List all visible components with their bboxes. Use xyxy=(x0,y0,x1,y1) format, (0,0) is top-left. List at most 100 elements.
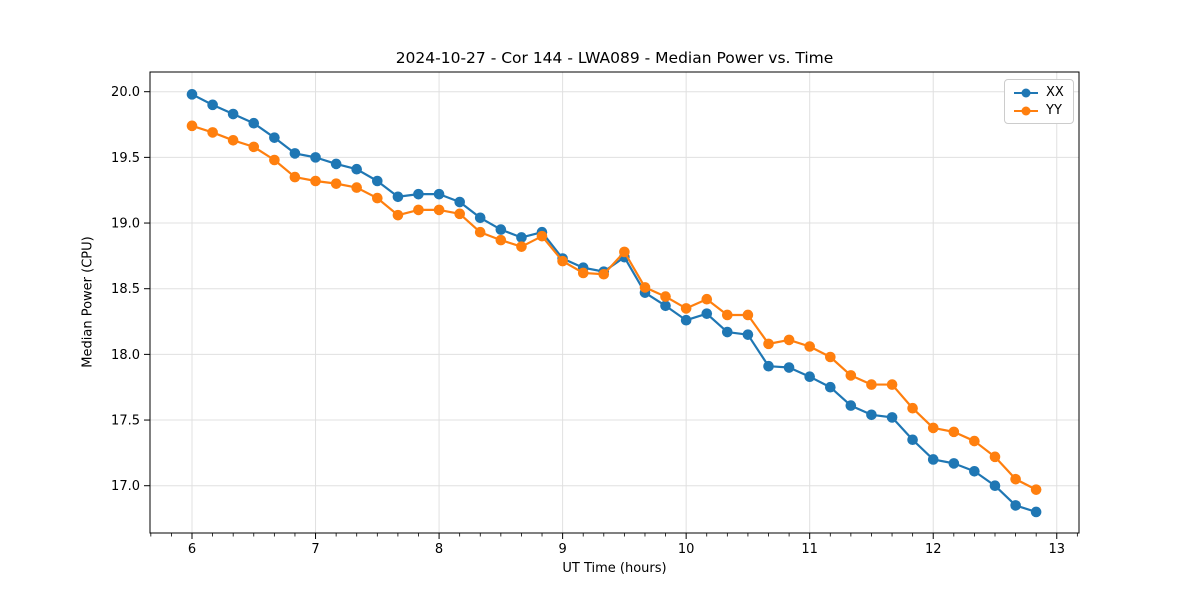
x-tick-label: 13 xyxy=(1048,542,1065,557)
data-point xyxy=(866,379,877,390)
data-point xyxy=(948,458,960,469)
y-tick-label: 20.0 xyxy=(111,85,140,100)
y-tick-label: 17.0 xyxy=(111,479,140,494)
data-point xyxy=(330,178,342,189)
data-point xyxy=(269,154,280,166)
data-point xyxy=(845,400,857,411)
data-point xyxy=(330,158,342,170)
data-point xyxy=(372,175,383,187)
data-point xyxy=(495,234,507,246)
data-point xyxy=(372,192,383,204)
data-point xyxy=(557,255,568,267)
data-point xyxy=(969,465,980,477)
data-point xyxy=(948,426,960,438)
data-point xyxy=(351,163,362,175)
x-axis-label: UT Time (hours) xyxy=(562,561,667,576)
x-tick-label: 10 xyxy=(678,542,695,557)
data-point xyxy=(454,196,466,208)
data-point xyxy=(680,314,692,326)
data-point xyxy=(660,291,671,302)
data-point xyxy=(721,326,733,338)
data-point xyxy=(289,171,301,183)
y-tick-label: 18.5 xyxy=(111,282,140,297)
legend-label-yy: YY xyxy=(1046,103,1062,118)
data-point xyxy=(186,89,198,100)
data-point xyxy=(289,148,301,159)
data-point xyxy=(1030,484,1042,495)
data-point xyxy=(927,454,939,465)
data-point xyxy=(516,241,527,252)
data-point xyxy=(701,293,713,305)
x-tick-label: 11 xyxy=(801,542,818,557)
axes-spines xyxy=(149,71,1080,534)
legend-item-xx: XX xyxy=(1012,85,1064,100)
data-point xyxy=(248,141,260,153)
data-point xyxy=(186,120,198,132)
data-point xyxy=(454,208,466,220)
data-point xyxy=(207,99,218,111)
data-point xyxy=(969,435,980,447)
data-point xyxy=(721,309,733,321)
y-tick-label: 18.0 xyxy=(111,348,140,363)
data-point xyxy=(886,412,898,423)
data-point xyxy=(536,230,548,242)
data-point xyxy=(783,362,795,373)
data-point xyxy=(742,309,754,321)
data-point xyxy=(619,246,630,258)
data-point xyxy=(701,308,713,319)
data-point xyxy=(660,300,671,312)
axis-ticks: 6 7 8 9 10 11 12 13 17.0 17.5 18.0 18.5 19.0 19.5 20.0 xyxy=(111,85,1078,557)
data-point xyxy=(392,209,404,221)
data-point xyxy=(495,224,507,235)
data-point xyxy=(577,267,589,279)
legend-swatch-yy-icon xyxy=(1014,106,1038,115)
data-point xyxy=(639,282,651,293)
data-point xyxy=(207,127,218,138)
data-point xyxy=(392,191,404,203)
data-point xyxy=(227,108,239,120)
y-tick-label: 19.5 xyxy=(111,151,140,166)
data-point xyxy=(989,451,1001,463)
data-point xyxy=(742,329,754,340)
data-point xyxy=(907,402,918,414)
data-point xyxy=(598,268,610,280)
data-point xyxy=(907,434,918,446)
data-point xyxy=(783,334,795,346)
data-point xyxy=(310,175,321,187)
data-point xyxy=(516,232,527,243)
data-point xyxy=(413,188,424,200)
legend: XX YY xyxy=(1004,79,1074,124)
legend-label-xx: XX xyxy=(1046,85,1064,100)
grid-lines xyxy=(150,72,1079,533)
data-point xyxy=(825,381,836,393)
data-point xyxy=(763,338,774,350)
data-point xyxy=(351,182,362,193)
data-point xyxy=(1030,506,1042,518)
data-point xyxy=(989,480,1001,492)
chart-title: 2024-10-27 - Cor 144 - LWA089 - Median P… xyxy=(395,49,834,67)
series-yy xyxy=(186,120,1042,495)
y-tick-label: 17.5 xyxy=(111,414,140,429)
y-axis-label: Median Power (CPU) xyxy=(80,236,96,368)
x-tick-label: 8 xyxy=(435,542,443,557)
data-point xyxy=(248,117,260,129)
data-point xyxy=(413,204,424,216)
legend-item-yy: YY xyxy=(1012,103,1064,118)
data-point xyxy=(1010,500,1021,511)
data-point xyxy=(804,371,815,383)
data-point xyxy=(310,152,321,163)
data-point xyxy=(927,422,939,434)
series-xx xyxy=(186,89,1042,518)
x-tick-label: 7 xyxy=(311,542,319,557)
data-point xyxy=(433,188,445,200)
data-point xyxy=(227,134,239,146)
data-point xyxy=(825,351,836,363)
y-tick-label: 19.0 xyxy=(111,217,140,232)
x-tick-label: 9 xyxy=(558,542,566,557)
data-point xyxy=(845,370,857,381)
x-tick-label: 6 xyxy=(188,542,196,557)
data-point xyxy=(474,212,486,224)
data-point xyxy=(866,409,877,421)
